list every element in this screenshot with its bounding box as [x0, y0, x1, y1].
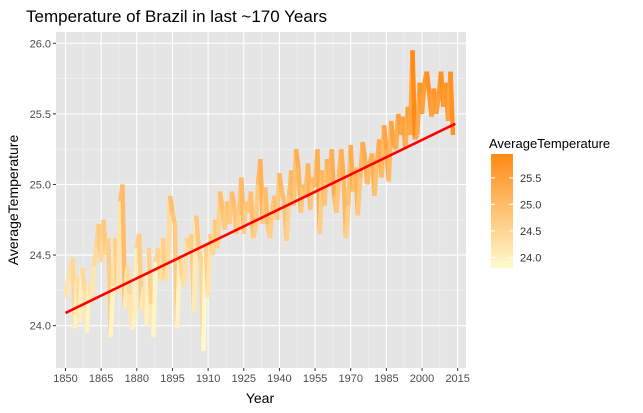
y-axis-title: AverageTemperature: [5, 135, 21, 266]
x-tick-label: 1910: [196, 373, 220, 385]
x-tick-label: 1850: [53, 373, 77, 385]
temperature-line-segment: [229, 191, 237, 207]
temperature-line-segment: [115, 201, 123, 295]
temperature-line-segment: [132, 247, 140, 319]
temperature-line-segment: [129, 318, 137, 331]
temperature-line-segment: [108, 286, 116, 338]
temperature-line-segment: [89, 266, 97, 301]
temperature-line-segment: [167, 195, 175, 214]
temperature-line-segment: [372, 163, 380, 196]
temperature-line-segment: [63, 280, 71, 298]
legend-label: 24.5: [520, 226, 541, 238]
legend-label: 25.5: [520, 173, 541, 185]
y-tick-label: 24.5: [30, 250, 51, 262]
x-tick-label: 1895: [160, 373, 184, 385]
trend-line: [64, 122, 456, 315]
temperature-line-segment: [277, 172, 285, 192]
temperature-line-segment: [193, 215, 201, 249]
temperature-line-segment: [410, 50, 418, 140]
temperature-line-segment: [293, 148, 301, 168]
x-tick-label: 1970: [338, 373, 362, 385]
temperature-line-segment: [163, 265, 170, 281]
temperature-line-segment: [267, 209, 275, 239]
x-tick-label: 2000: [410, 373, 434, 385]
temperature-line-segment: [329, 149, 337, 196]
y-tick-label: 26.0: [30, 38, 51, 50]
color-legend: AverageTemperature 24.0 24.5 25.0 25.5: [489, 136, 610, 268]
temperature-line-segment: [151, 262, 159, 338]
y-tick-label: 25.5: [30, 109, 51, 121]
axis-ticks: [53, 42, 459, 371]
temperature-line-segment: [251, 226, 258, 239]
x-tick-label: 1880: [125, 373, 149, 385]
temperature-line-segment: [91, 247, 99, 267]
temperature-line-segment: [334, 177, 342, 213]
temperature-line-segment: [424, 71, 432, 93]
x-tick-label: 1985: [374, 373, 398, 385]
legend-title: AverageTemperature: [489, 136, 610, 151]
x-tick-label: 1865: [89, 373, 113, 385]
chart-title: Temperature of Brazil in last ~170 Years: [26, 7, 327, 26]
x-tick-label: 1955: [303, 373, 327, 385]
temperature-line-segment: [79, 267, 87, 291]
x-tick-label: 1940: [267, 373, 291, 385]
temperature-line-segment: [125, 266, 132, 295]
temperature-series: [63, 50, 456, 352]
trend-line-layer: [64, 122, 456, 315]
temperature-line-segment: [343, 205, 351, 239]
legend-label: 24.0: [520, 252, 541, 264]
temperature-line-segment: [279, 191, 287, 202]
temperature-line-segment: [381, 124, 389, 150]
temperature-line-segment: [182, 238, 189, 287]
legend-ticks: 24.0 24.5 25.0 25.5: [491, 173, 541, 264]
y-tick-labels: 24.0 24.5 25.0 25.5 26.0: [30, 38, 51, 332]
temperature-line-segment: [217, 191, 225, 211]
x-tick-label: 2015: [445, 373, 469, 385]
temperature-line-segment: [338, 148, 346, 178]
x-axis-title: Year: [246, 390, 275, 406]
temperature-line-segment: [355, 177, 363, 216]
x-tick-label: 1925: [232, 373, 256, 385]
minor-gridlines: [56, 32, 466, 368]
temperature-line-segment: [146, 247, 154, 305]
temperature-line-segment: [170, 212, 178, 225]
temperature-line-segment: [360, 141, 368, 160]
temperature-line-segment: [196, 247, 204, 263]
x-tick-labels: 1850 1865 1880 1895 1910 1925 1940 1955 1970 1985…: [53, 373, 470, 385]
temperature-line-segment: [388, 120, 396, 146]
legend-label: 25.0: [520, 199, 541, 211]
temperature-line-segment: [412, 133, 420, 141]
temperature-line-segment: [419, 82, 427, 115]
y-tick-label: 25.0: [30, 179, 51, 191]
legend-colorbar: [491, 154, 513, 268]
temperature-line-segment: [434, 96, 441, 115]
temperature-line-segment: [65, 271, 73, 282]
temperature-line-segment: [262, 187, 270, 225]
y-tick-label: 24.0: [30, 321, 51, 333]
